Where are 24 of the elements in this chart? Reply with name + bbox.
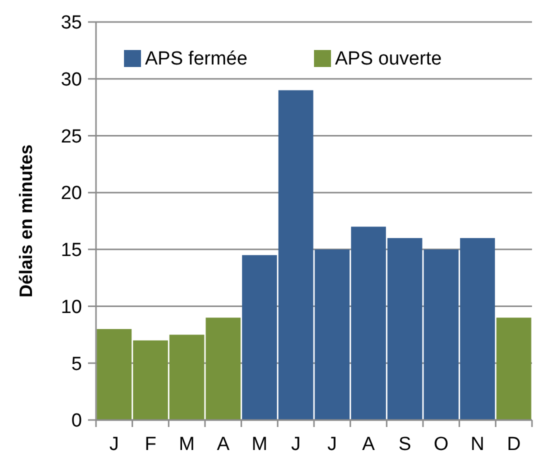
y-tick-label: 20: [60, 183, 82, 204]
legend-label: APS fermée: [145, 48, 248, 70]
x-tick-label: O: [434, 434, 449, 455]
x-tick-label: A: [362, 434, 376, 455]
x-tick-label: J: [109, 434, 119, 455]
x-tick-label: N: [470, 434, 484, 455]
x-tick-label: J: [291, 434, 301, 455]
y-tick-label: 15: [60, 240, 82, 262]
x-tick-label: J: [327, 434, 337, 455]
y-tick-label: 35: [60, 12, 82, 34]
x-tick-label: D: [506, 434, 521, 455]
y-tick-label: 30: [60, 70, 82, 91]
x-tick-label: S: [398, 434, 412, 455]
y-tick-label: 0: [71, 410, 82, 432]
y-tick-label: 5: [71, 354, 82, 375]
x-tick-label: F: [144, 434, 156, 455]
bar: [496, 318, 532, 420]
y-axis-title: Délais en minutes: [16, 144, 36, 298]
legend-label: APS ouverte: [335, 48, 442, 70]
x-tick-label: A: [216, 434, 230, 455]
y-tick-label: 10: [60, 296, 82, 318]
x-tick-label: M: [178, 434, 195, 455]
x-tick-label: M: [252, 434, 268, 455]
y-tick-label: 25: [60, 126, 82, 148]
